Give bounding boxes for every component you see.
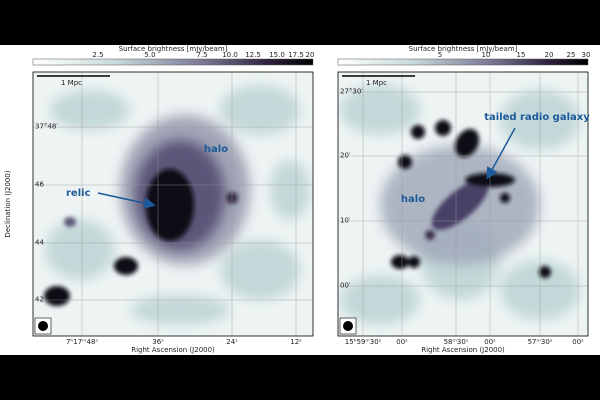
x-tick-label: 00ˢ bbox=[484, 338, 496, 346]
colorbar bbox=[337, 58, 589, 66]
annotation-arrow bbox=[486, 127, 516, 180]
map-frame bbox=[337, 71, 589, 337]
colorbar-tick-label: 10.0 bbox=[222, 51, 238, 59]
colorbar-tick-label: 5.0 bbox=[144, 51, 155, 59]
x-axis-label: Right Ascension (J2000) bbox=[131, 346, 215, 354]
scale-bar-label: 1 Mpc bbox=[366, 79, 387, 87]
annotation: relic bbox=[66, 188, 91, 199]
beam bbox=[38, 321, 48, 331]
x-tick-label: 15ʰ59ᵐ30ˢ bbox=[345, 338, 382, 346]
x-tick-label: 7ʰ17ᵐ48ˢ bbox=[66, 338, 98, 346]
x-tick-label: 12ˢ bbox=[290, 338, 302, 346]
y-tick-label: 00′ bbox=[340, 282, 351, 290]
y-tick-label: 10′ bbox=[340, 217, 351, 225]
x-tick-label: 36ˢ bbox=[152, 338, 164, 346]
colorbar-tick-label: 30 bbox=[582, 51, 591, 59]
x-tick-label: 00ˢ bbox=[396, 338, 408, 346]
colorbar-tick-label: 25 bbox=[567, 51, 576, 59]
colorbar-label: Surface brightness [mJy/beam] bbox=[119, 45, 228, 53]
colorbar-tick-label: 15.0 bbox=[269, 51, 285, 59]
colorbar-label: Surface brightness [mJy/beam] bbox=[409, 45, 518, 53]
scale-bar-label: 1 Mpc bbox=[61, 79, 82, 87]
y-tick-label: 37°48′ bbox=[35, 123, 58, 131]
colorbar-tick-label: 10 bbox=[482, 51, 491, 59]
colorbar bbox=[32, 58, 314, 66]
colorbar-tick-label: 20 bbox=[306, 51, 315, 59]
y-tick-label: 20′ bbox=[340, 152, 351, 160]
y-axis-label: Declination (J2000) bbox=[4, 170, 12, 237]
radio-map bbox=[338, 72, 588, 336]
y-tick-label: 27°30′ bbox=[340, 88, 363, 96]
x-tick-label: 00ˢ bbox=[572, 338, 584, 346]
colorbar-tick-label: 20 bbox=[545, 51, 554, 59]
x-tick-label: 57ᵐ30ˢ bbox=[528, 338, 553, 346]
colorbar-tick-label: 5 bbox=[438, 51, 442, 59]
x-tick-label: 24ˢ bbox=[226, 338, 238, 346]
beam bbox=[343, 321, 353, 331]
y-tick-label: 42 bbox=[35, 296, 44, 304]
y-tick-label: 46 bbox=[35, 181, 44, 189]
annotation: halo bbox=[401, 194, 425, 205]
colorbar-tick-label: 7.5 bbox=[196, 51, 207, 59]
colorbar-tick-label: 15 bbox=[517, 51, 526, 59]
colorbar-tick-label: 12.5 bbox=[245, 51, 261, 59]
annotation: halo bbox=[204, 144, 228, 155]
x-axis-label: Right Ascension (J2000) bbox=[421, 346, 505, 354]
annotation-arrow bbox=[97, 192, 156, 209]
x-tick-label: 58ᵐ30ˢ bbox=[444, 338, 469, 346]
colorbar-tick-label: 2.5 bbox=[92, 51, 103, 59]
map-frame bbox=[32, 71, 314, 337]
radio-map bbox=[33, 72, 313, 336]
colorbar-tick-label: 17.5 bbox=[288, 51, 304, 59]
y-tick-label: 44 bbox=[35, 239, 44, 247]
annotation: tailed radio galaxy bbox=[484, 112, 590, 123]
